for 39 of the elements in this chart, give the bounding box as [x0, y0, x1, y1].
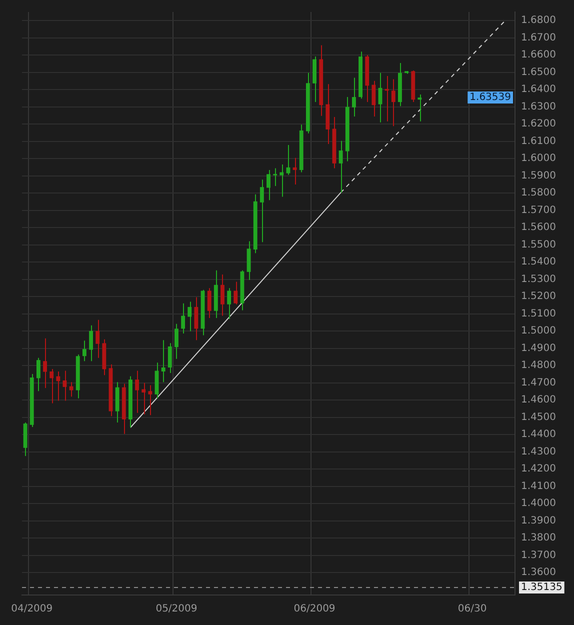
x-tick-label: 04/2009: [11, 604, 53, 615]
y-tick-label: 1.4700: [521, 377, 556, 388]
y-tick-label: 1.3900: [521, 515, 556, 526]
y-tick-label: 1.6800: [521, 15, 556, 26]
y-tick-label: 1.5600: [521, 222, 556, 234]
x-tick-label: 05/2009: [156, 604, 198, 615]
x-tick-label: 06/30: [458, 604, 487, 615]
x-tick-label: 06/2009: [294, 604, 336, 615]
y-tick-label: 1.5400: [521, 256, 556, 268]
y-tick-label: 1.6500: [521, 66, 556, 78]
y-tick-label: 1.4200: [521, 464, 556, 475]
y-tick-label: 1.6100: [521, 136, 556, 147]
y-tick-label: 1.6300: [521, 101, 556, 112]
y-tick-label: 1.4000: [521, 498, 556, 510]
y-tick-label: 1.4300: [521, 446, 556, 458]
y-tick-label: 1.5300: [521, 274, 556, 285]
y-tick-label: 1.6600: [521, 50, 556, 61]
y-tick-label: 1.5200: [521, 291, 556, 302]
y-tick-label: 1.6700: [521, 32, 556, 44]
y-tick-label: 1.4600: [521, 394, 556, 406]
y-tick-label: 1.6000: [521, 153, 556, 164]
y-tick-label: 1.3700: [521, 550, 556, 561]
y-tick-label: 1.4800: [521, 360, 556, 372]
y-tick-label: 1.6400: [521, 84, 556, 96]
y-tick-label: 1.6200: [521, 118, 556, 130]
y-tick-label: 1.5500: [521, 239, 556, 250]
y-tick-label: 1.3600: [521, 567, 556, 578]
y-tick-label: 1.4500: [521, 412, 556, 423]
y-tick-label: 1.5700: [521, 204, 556, 216]
y-tick-label: 1.5800: [521, 188, 556, 199]
annotation: 1.63539: [470, 92, 512, 104]
y-tick-label: 1.4400: [521, 429, 556, 440]
ref-line-label: 1.35135: [521, 582, 562, 594]
y-tick-label: 1.5100: [521, 308, 556, 320]
y-tick-label: 1.4900: [521, 342, 556, 354]
y-tick-label: 1.4100: [521, 480, 556, 492]
y-tick-label: 1.5000: [521, 326, 556, 337]
y-tick-label: 1.5900: [521, 170, 556, 182]
y-tick-label: 1.3800: [521, 532, 556, 544]
